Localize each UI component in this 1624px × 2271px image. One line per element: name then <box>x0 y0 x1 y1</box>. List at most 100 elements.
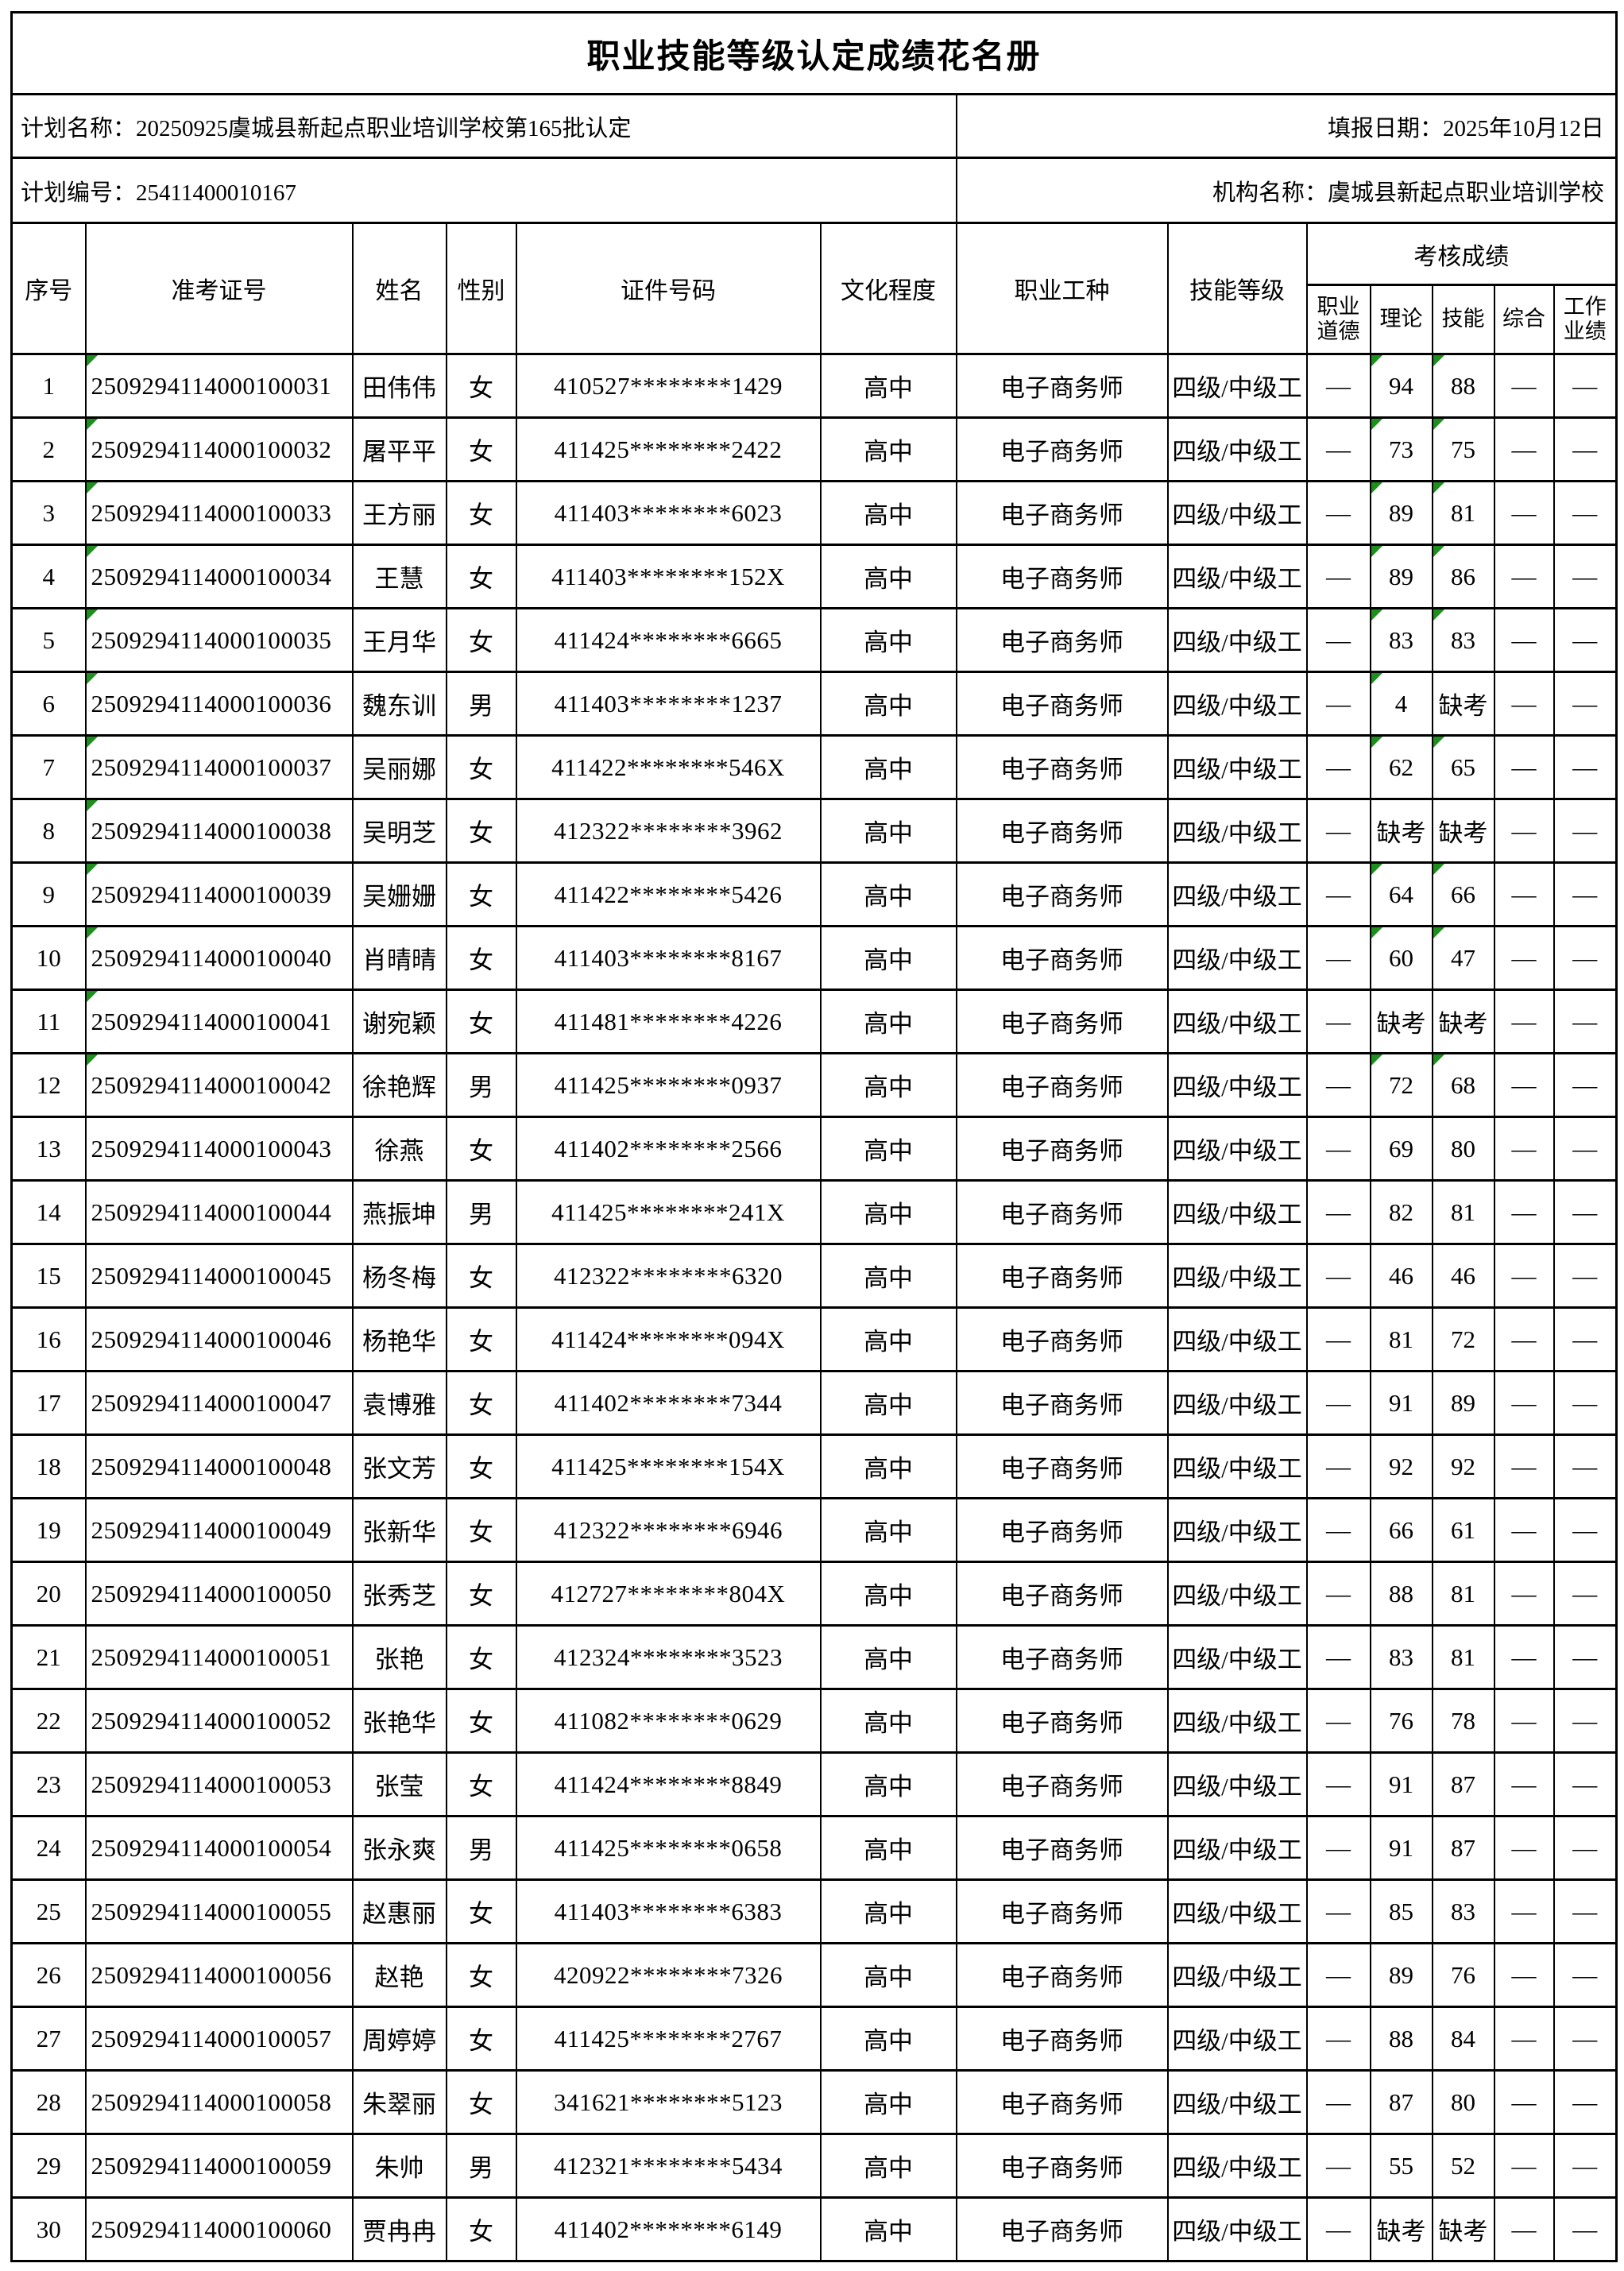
table-row: 2 2509294114000100032 屠平平 女 411425******… <box>10 416 1618 482</box>
cell-ethics: — <box>1305 2133 1371 2199</box>
cell-comprehensive: — <box>1493 1688 1555 1754</box>
cell-theory: 82 <box>1369 1179 1433 1245</box>
cell-comprehensive: — <box>1493 1751 1555 1817</box>
cell-ethics: — <box>1305 798 1371 864</box>
cell-education: 高中 <box>819 1052 957 1118</box>
cell-comprehensive: — <box>1493 1179 1555 1245</box>
cell-level: 四级/中级工 <box>1166 1243 1308 1309</box>
cell-exam-no: 2509294114000100055 <box>84 1878 354 1944</box>
table-row: 24 2509294114000100054 张永爽 男 411425*****… <box>10 1815 1618 1881</box>
number-as-text-triangle-icon <box>1371 737 1382 748</box>
number-as-text-triangle-icon <box>87 737 98 748</box>
cell-gender: 女 <box>445 480 517 546</box>
cell-id-no: 341621********5123 <box>515 2069 822 2135</box>
cell-id-no: 411403********6023 <box>515 480 822 546</box>
cell-exam-no: 2509294114000100054 <box>84 1815 354 1881</box>
cell-skill: 78 <box>1431 1688 1495 1754</box>
table-row: 14 2509294114000100044 燕振坤 男 411425*****… <box>10 1179 1618 1245</box>
cell-ethics: — <box>1305 925 1371 991</box>
cell-seq: 9 <box>10 861 87 927</box>
cell-exam-no: 2509294114000100056 <box>84 1942 354 2008</box>
cell-level: 四级/中级工 <box>1166 2006 1308 2072</box>
cell-level: 四级/中级工 <box>1166 1306 1308 1372</box>
number-as-text-triangle-icon <box>1433 420 1444 430</box>
number-as-text-triangle-icon <box>87 610 98 621</box>
cell-comprehensive: — <box>1493 2069 1555 2135</box>
cell-gender: 女 <box>445 861 517 927</box>
cell-level: 四级/中级工 <box>1166 1942 1308 2008</box>
cell-skill: 84 <box>1431 2006 1495 2072</box>
cell-comprehensive: — <box>1493 2133 1555 2199</box>
cell-skill: 81 <box>1431 1624 1495 1690</box>
number-as-text-triangle-icon <box>87 483 98 493</box>
number-as-text-triangle-icon <box>1433 610 1444 621</box>
cell-work: — <box>1552 480 1618 546</box>
cell-name: 肖晴晴 <box>351 925 447 991</box>
table-row: 8 2509294114000100038 吴明芝 女 412322******… <box>10 798 1618 864</box>
title-row: 职业技能等级认定成绩花名册 <box>10 11 1618 95</box>
meta-row-2: 计划编号：25411400010167 机构名称：虞城县新起点职业培训学校 <box>10 157 1618 224</box>
cell-name: 吴明芝 <box>351 798 447 864</box>
cell-theory: 64 <box>1369 861 1433 927</box>
cell-ethics: — <box>1305 2006 1371 2072</box>
cell-level: 四级/中级工 <box>1166 1497 1308 1563</box>
cell-gender: 女 <box>445 607 517 673</box>
cell-occupation: 电子商务师 <box>955 1815 1169 1881</box>
cell-skill: 缺考 <box>1431 798 1495 864</box>
table-row: 1 2509294114000100031 田伟伟 女 410527******… <box>10 353 1618 419</box>
cell-occupation: 电子商务师 <box>955 671 1169 737</box>
cell-id-no: 411425********0658 <box>515 1815 822 1881</box>
table-row: 15 2509294114000100045 杨冬梅 女 412322*****… <box>10 1243 1618 1309</box>
cell-exam-no: 2509294114000100059 <box>84 2133 354 2199</box>
cell-seq: 12 <box>10 1052 87 1118</box>
table-row: 6 2509294114000100036 魏东训 男 411403******… <box>10 671 1618 737</box>
cell-seq: 27 <box>10 2006 87 2072</box>
cell-id-no: 411403********8167 <box>515 925 822 991</box>
cell-exam-no: 2509294114000100031 <box>84 353 354 419</box>
number-as-text-triangle-icon <box>1433 483 1444 493</box>
cell-gender: 男 <box>445 1179 517 1245</box>
cell-occupation: 电子商务师 <box>955 861 1169 927</box>
cell-occupation: 电子商务师 <box>955 988 1169 1054</box>
cell-name: 张艳 <box>351 1624 447 1690</box>
number-as-text-triangle-icon <box>1433 356 1444 366</box>
col-header-exam-no: 准考证号 <box>84 222 354 355</box>
cell-seq: 18 <box>10 1433 87 1499</box>
cell-skill: 83 <box>1431 607 1495 673</box>
table-row: 18 2509294114000100048 张文芳 女 411425*****… <box>10 1433 1618 1499</box>
cell-occupation: 电子商务师 <box>955 416 1169 482</box>
cell-skill: 76 <box>1431 1942 1495 2008</box>
cell-theory: 72 <box>1369 1052 1433 1118</box>
cell-level: 四级/中级工 <box>1166 1751 1308 1817</box>
cell-ethics: — <box>1305 1179 1371 1245</box>
cell-education: 高中 <box>819 416 957 482</box>
cell-work: — <box>1552 353 1618 419</box>
cell-exam-no: 2509294114000100052 <box>84 1688 354 1754</box>
cell-comprehensive: — <box>1493 1942 1555 2008</box>
cell-ethics: — <box>1305 1243 1371 1309</box>
cell-exam-no: 2509294114000100058 <box>84 2069 354 2135</box>
cell-skill: 52 <box>1431 2133 1495 2199</box>
number-as-text-triangle-icon <box>1433 865 1444 875</box>
cell-occupation: 电子商务师 <box>955 1370 1169 1436</box>
cell-comprehensive: — <box>1493 2006 1555 2072</box>
cell-theory: 62 <box>1369 734 1433 800</box>
number-as-text-triangle-icon <box>1371 865 1382 875</box>
cell-skill: 81 <box>1431 1179 1495 1245</box>
cell-ethics: — <box>1305 734 1371 800</box>
cell-name: 王方丽 <box>351 480 447 546</box>
cell-skill: 80 <box>1431 2069 1495 2135</box>
cell-occupation: 电子商务师 <box>955 1751 1169 1817</box>
cell-level: 四级/中级工 <box>1166 988 1308 1054</box>
cell-theory: 60 <box>1369 925 1433 991</box>
cell-seq: 10 <box>10 925 87 991</box>
cell-ethics: — <box>1305 544 1371 609</box>
cell-exam-no: 2509294114000100032 <box>84 416 354 482</box>
cell-occupation: 电子商务师 <box>955 2069 1169 2135</box>
table-row: 3 2509294114000100033 王方丽 女 411403******… <box>10 480 1618 546</box>
cell-id-no: 412322********6946 <box>515 1497 822 1563</box>
cell-exam-no: 2509294114000100041 <box>84 988 354 1054</box>
cell-gender: 女 <box>445 1624 517 1690</box>
cell-exam-no: 2509294114000100053 <box>84 1751 354 1817</box>
cell-id-no: 411422********546X <box>515 734 822 800</box>
